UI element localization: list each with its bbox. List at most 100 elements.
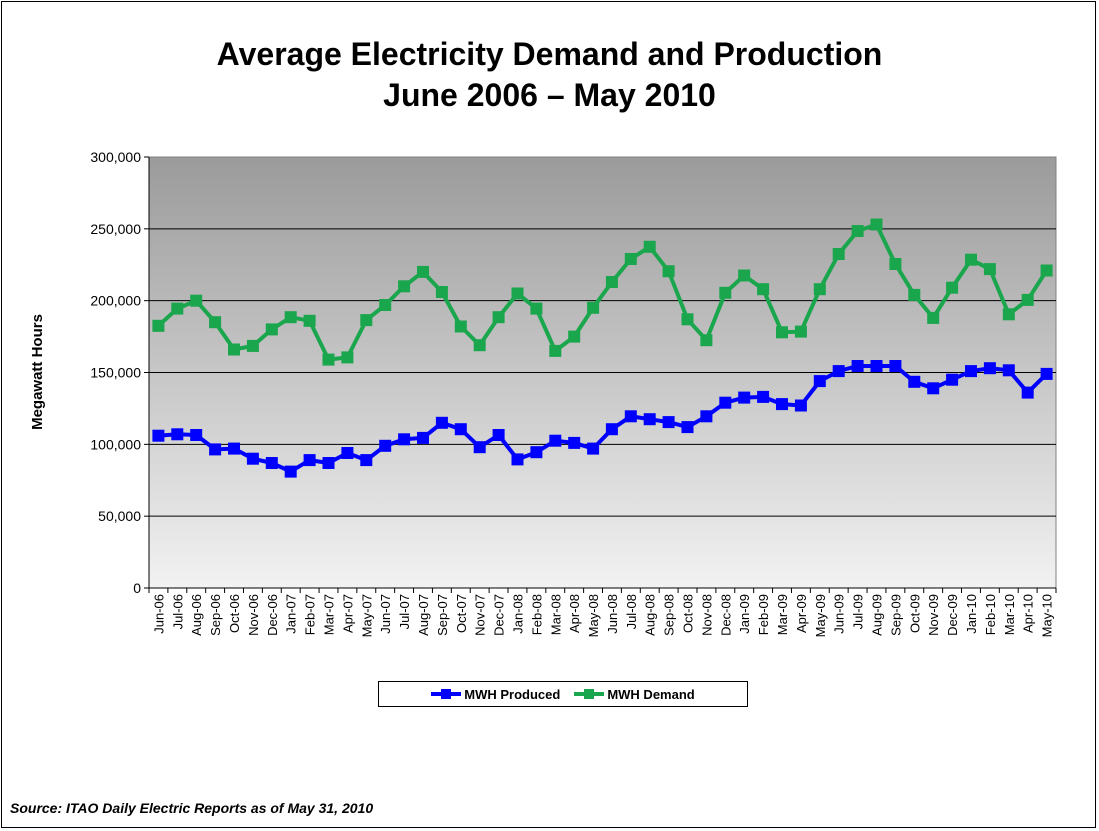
data-point-mwh-produced <box>379 439 392 452</box>
data-point-mwh-demand <box>832 248 845 260</box>
data-point-mwh-produced <box>284 465 297 478</box>
legend-item-demand: MWH Demand <box>574 687 695 702</box>
legend-swatch-produced <box>431 689 462 699</box>
data-point-mwh-demand <box>757 283 770 296</box>
legend-swatch-demand <box>574 689 605 699</box>
data-point-mwh-demand <box>851 225 864 237</box>
data-point-mwh-demand <box>454 320 467 333</box>
data-point-mwh-produced <box>1021 386 1034 399</box>
data-point-mwh-demand <box>662 265 675 278</box>
data-point-mwh-produced <box>983 362 996 375</box>
data-point-mwh-produced <box>568 436 581 449</box>
y-tick-label: 150,000 <box>90 365 141 381</box>
x-tick-label: Feb-10 <box>983 594 998 635</box>
data-point-mwh-demand <box>511 287 524 300</box>
data-point-mwh-produced <box>473 441 486 454</box>
x-tick-label: Sep-08 <box>662 594 677 636</box>
data-point-mwh-produced <box>398 433 411 446</box>
x-tick-label: May-08 <box>586 594 601 637</box>
x-tick-label: Jul-06 <box>170 594 185 629</box>
x-tick-label: Oct-09 <box>907 594 922 633</box>
data-point-mwh-demand <box>643 240 656 253</box>
data-point-mwh-produced <box>228 442 240 455</box>
x-tick-label: Oct-07 <box>454 594 469 633</box>
x-tick-label: Feb-09 <box>756 594 771 635</box>
data-point-mwh-demand <box>417 265 429 278</box>
data-point-mwh-demand <box>341 351 354 364</box>
data-point-mwh-produced <box>832 365 845 378</box>
data-point-mwh-demand <box>681 313 694 326</box>
data-point-mwh-produced <box>757 390 770 403</box>
data-point-mwh-demand <box>549 344 562 357</box>
x-tick-label: Aug-07 <box>416 594 431 636</box>
x-tick-label: Nov-08 <box>699 594 714 636</box>
gridlines <box>149 228 1056 517</box>
data-point-mwh-demand <box>568 330 581 343</box>
x-tick-label: Dec-08 <box>718 594 733 636</box>
y-tick-label: 50,000 <box>98 508 141 524</box>
x-tick-label: Apr-09 <box>794 594 809 633</box>
x-tick-label: Sep-09 <box>888 594 903 636</box>
x-tick-label: May-09 <box>813 594 828 637</box>
legend-label-produced: MWH Produced <box>464 686 561 702</box>
data-point-mwh-produced <box>965 365 977 378</box>
x-tick-label: Jul-07 <box>397 594 412 629</box>
data-point-mwh-demand <box>398 280 411 293</box>
data-point-mwh-produced <box>417 431 429 444</box>
x-tick-label: Jun-08 <box>605 594 620 634</box>
x-tick-label: Jan-09 <box>737 594 752 634</box>
data-point-mwh-demand <box>152 319 165 332</box>
data-point-mwh-demand <box>776 326 788 339</box>
data-point-mwh-demand <box>246 339 259 352</box>
data-point-mwh-demand <box>605 276 618 288</box>
data-point-mwh-demand <box>1002 308 1015 321</box>
data-point-mwh-produced <box>171 428 184 441</box>
data-point-mwh-produced <box>152 429 165 442</box>
x-tick-label: Aug-09 <box>869 594 884 636</box>
x-tick-label: Apr-08 <box>567 594 582 633</box>
x-tick-label: Sep-06 <box>208 594 223 636</box>
chart-legend: MWH Produced MWH Demand <box>378 681 748 707</box>
data-point-mwh-produced <box>700 410 713 423</box>
data-point-mwh-produced <box>719 396 732 409</box>
legend-item-produced: MWH Produced <box>431 687 560 702</box>
chart-subtitle: June 2006 – May 2010 <box>383 77 716 113</box>
chart-title: Average Electricity Demand and Productio… <box>216 36 883 72</box>
data-point-mwh-demand <box>228 343 240 356</box>
data-point-mwh-produced <box>587 442 600 455</box>
x-tick-label: Nov-06 <box>246 594 261 636</box>
data-point-mwh-produced <box>681 421 694 434</box>
data-point-mwh-produced <box>530 446 543 459</box>
data-point-mwh-produced <box>1002 364 1015 377</box>
data-point-mwh-produced <box>738 391 751 404</box>
x-tick-label: Feb-08 <box>529 594 544 635</box>
data-point-mwh-demand <box>624 253 637 265</box>
data-point-mwh-produced <box>454 423 467 436</box>
x-tick-label: Jun-09 <box>832 594 847 634</box>
data-point-mwh-demand <box>360 314 373 327</box>
x-tick-label: Oct-06 <box>227 594 242 633</box>
x-axis-ticks: Jun-06 Jul-06 Aug-06 Sep-06 Oct-06 Nov-06 Dec-… <box>148 587 1057 637</box>
x-tick-label: Jul-09 <box>851 594 866 629</box>
data-point-mwh-demand <box>719 286 732 299</box>
data-point-mwh-produced <box>190 429 203 441</box>
y-axis-ticks: 0 50,000 100,000 150,000 200,000 250,000 300,0… <box>90 149 150 596</box>
y-tick-label: 100,000 <box>90 436 141 452</box>
x-tick-label: Jan-07 <box>284 594 299 634</box>
x-tick-label: May-10 <box>1040 594 1055 637</box>
data-point-mwh-demand <box>889 258 902 270</box>
x-tick-label: Mar-08 <box>548 594 563 635</box>
x-tick-label: Dec-09 <box>945 594 960 636</box>
data-point-mwh-produced <box>322 457 335 469</box>
data-point-mwh-demand <box>1021 293 1034 306</box>
data-point-mwh-produced <box>889 360 902 372</box>
data-point-mwh-demand <box>190 294 203 307</box>
x-tick-label: Feb-07 <box>303 594 318 635</box>
data-point-mwh-produced <box>435 416 448 429</box>
x-tick-label: Jul-08 <box>624 594 639 629</box>
x-tick-label: Oct-08 <box>681 594 696 633</box>
series-group <box>152 218 1053 478</box>
y-axis-label: Megawatt Hours <box>29 314 46 430</box>
